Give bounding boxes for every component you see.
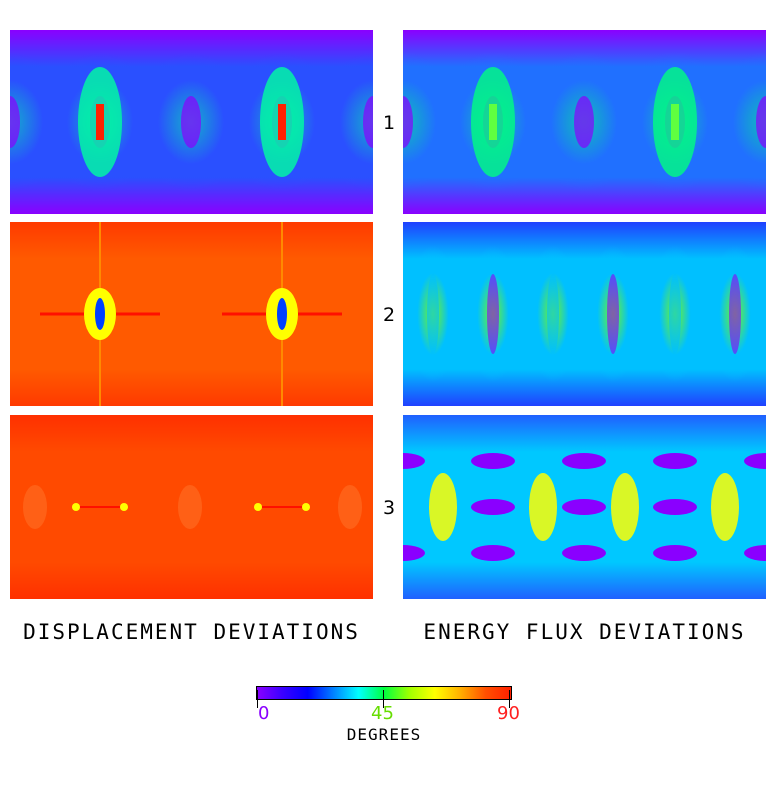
row-label-2: 2 bbox=[382, 304, 396, 326]
colorbar-tick bbox=[509, 690, 510, 708]
energy-flux-column-title: ENERGY FLUX DEVIATIONS bbox=[423, 620, 746, 644]
displacement-column-title: DISPLACEMENT DEVIATIONS bbox=[23, 620, 360, 644]
row-label-3: 3 bbox=[382, 497, 396, 519]
colorbar-tick bbox=[383, 690, 384, 708]
energy-flux-map-1 bbox=[403, 30, 766, 214]
colorbar-tick-label: 0 bbox=[258, 703, 270, 724]
colorbar-tick-label: 90 bbox=[497, 703, 520, 724]
colorbar-title: DEGREES bbox=[346, 725, 422, 744]
energy-flux-map-3 bbox=[403, 415, 766, 599]
displacement-map-1 bbox=[10, 30, 373, 214]
energy-flux-map-2 bbox=[403, 222, 766, 406]
colorbar-tick bbox=[257, 690, 258, 708]
row-label-1: 1 bbox=[382, 112, 396, 134]
displacement-map-2 bbox=[10, 222, 373, 406]
colorbar bbox=[256, 686, 512, 700]
displacement-map-3 bbox=[10, 415, 373, 599]
colorbar-tick-label: 45 bbox=[371, 703, 394, 724]
